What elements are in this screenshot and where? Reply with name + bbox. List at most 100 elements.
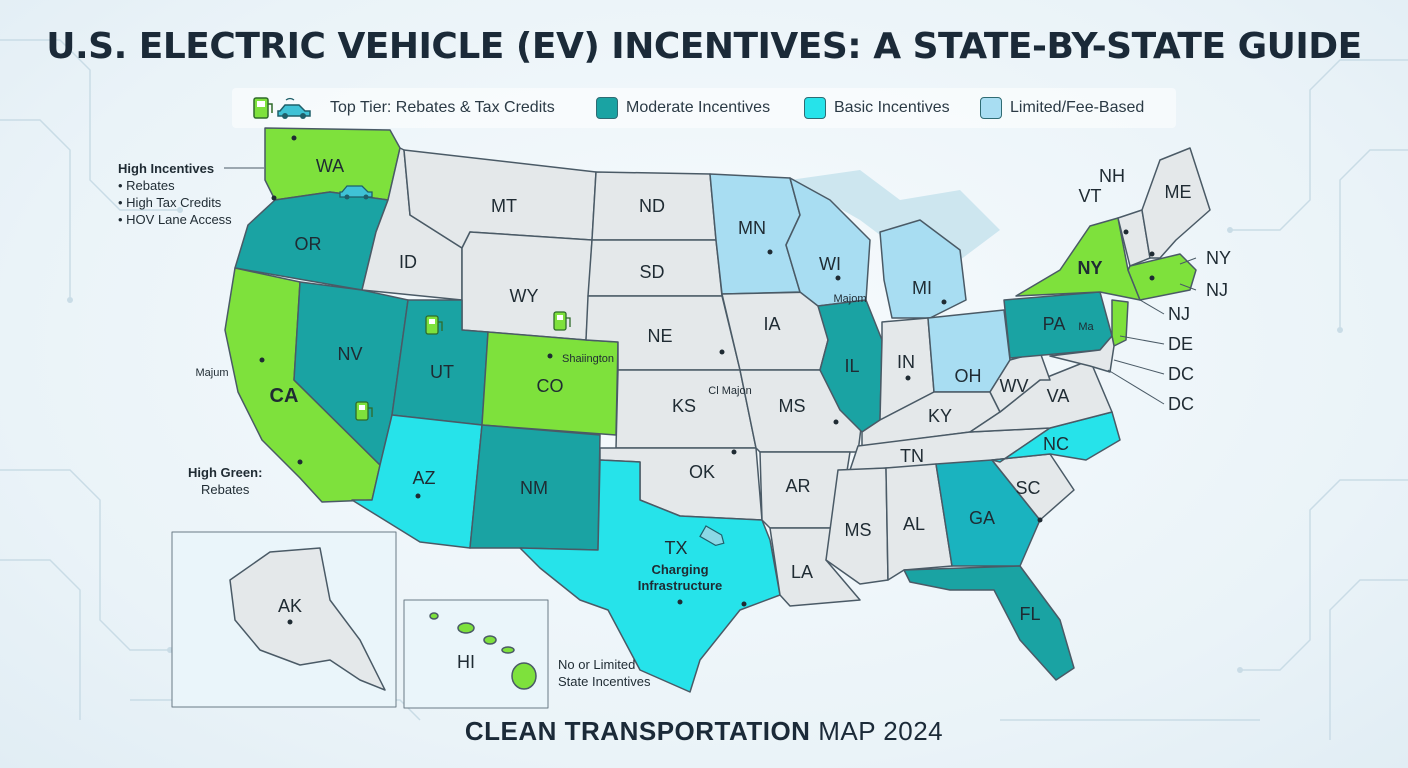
label-nh: NH (1099, 166, 1125, 186)
state-al[interactable] (885, 463, 953, 581)
note-high-green: High Green: Rebates (188, 464, 262, 498)
label-ak: AK (278, 596, 302, 616)
legend-item-moderate: Moderate Incentives (596, 97, 770, 119)
legend-item-limited: Limited/Fee-Based (980, 97, 1144, 119)
label-va: VA (1047, 386, 1070, 406)
annotation-ca-city: Majum (195, 367, 228, 379)
state-hi[interactable] (429, 612, 537, 690)
note-green-title: High Green: (188, 465, 263, 480)
state-wv[interactable] (989, 351, 1051, 413)
label-in: IN (897, 352, 915, 372)
label-ia: IA (763, 314, 780, 334)
annotation-tx-line2: Infrastructure (638, 578, 723, 593)
label-mi: MI (912, 278, 932, 298)
state-nj[interactable] (1111, 299, 1129, 347)
state-mi[interactable] (879, 219, 967, 319)
label-sd: SD (639, 262, 664, 282)
label-oh: OH (955, 366, 982, 386)
annotation-co-city: Shaiington (562, 353, 614, 365)
label-mo: MS (779, 396, 806, 416)
note-high-item: HOV Lane Access (126, 212, 232, 227)
state-ny[interactable] (1015, 217, 1141, 301)
note-high-title: High Incentives (118, 161, 215, 176)
annotation-wi-city: Majom (833, 293, 866, 305)
label-id: ID (399, 252, 417, 272)
label-nv: NV (337, 344, 362, 364)
car-icon (339, 185, 373, 200)
label-ga: GA (969, 508, 995, 528)
hawaii-inset (403, 599, 549, 709)
label-ok: OK (689, 462, 715, 482)
legend-item-top-tier: Top Tier: Rebates & Tax Credits (252, 97, 555, 119)
great-lakes (790, 170, 1000, 260)
charger-icon (425, 315, 443, 335)
label-il: IL (844, 356, 859, 376)
state-me[interactable] (1141, 147, 1211, 259)
state-ak[interactable] (229, 547, 386, 691)
legend-label-top-tier: Top Tier: Rebates & Tax Credits (330, 99, 555, 116)
label-wa: WA (316, 156, 344, 176)
annotation-pa-city: Ma (1078, 321, 1094, 333)
legend-label-moderate: Moderate Incentives (626, 99, 771, 116)
annotation-ks-city: Cl Majon (708, 385, 751, 397)
label-nm: NM (520, 478, 548, 498)
note-no-incentives: No or Limited State Incentives (558, 656, 651, 690)
note-none-line2: State Incentives (558, 674, 651, 689)
legend-swatch-moderate (596, 97, 618, 119)
legend-swatch-basic (804, 97, 826, 119)
label-nj-2: NJ (1168, 304, 1190, 324)
label-mn: MN (738, 218, 766, 238)
label-ut: UT (430, 362, 454, 382)
state-new-england[interactable] (1127, 253, 1197, 301)
label-nc: NC (1043, 434, 1069, 454)
label-wi: WI (819, 254, 841, 274)
label-sc: SC (1015, 478, 1040, 498)
charger-icon (553, 311, 571, 331)
note-high-incentives: High Incentives • Rebates • High Tax Cre… (118, 161, 232, 227)
note-high-item: Rebates (126, 178, 175, 193)
state-de-md[interactable] (1049, 335, 1115, 373)
page-title: U.S. ELECTRIC VEHICLE (EV) INCENTIVES: A… (46, 26, 1362, 67)
label-pa: PA (1043, 314, 1066, 334)
label-me: ME (1165, 182, 1192, 202)
note-none-line1: No or Limited (558, 657, 636, 672)
annotation-tx-line1: Charging (651, 562, 708, 577)
label-dc: DC (1168, 364, 1194, 384)
leader-lines (224, 167, 1197, 405)
label-wy: WY (510, 286, 539, 306)
footer-bold: CLEAN TRANSPORTATION (464, 716, 811, 746)
label-az: AZ (412, 468, 435, 488)
tag-icon (699, 525, 725, 547)
legend-bar (232, 88, 1176, 128)
label-ms: MS (845, 520, 872, 540)
label-ne: NE (647, 326, 672, 346)
label-tx: TX (664, 538, 687, 558)
label-nd: ND (639, 196, 665, 216)
state-tx[interactable] (519, 459, 781, 693)
state-ga[interactable] (935, 459, 1041, 567)
legend-item-basic: Basic Incentives (804, 97, 950, 119)
label-de: DE (1168, 334, 1193, 354)
ev-charger-and-car-icon (252, 95, 322, 121)
label-ks: KS (672, 396, 696, 416)
label-ky: KY (928, 406, 952, 426)
label-hi: HI (457, 652, 475, 672)
footer-rest: MAP 2024 (818, 716, 944, 746)
label-wv: WV (1000, 376, 1029, 396)
label-al: AL (903, 514, 925, 534)
label-ny-right: NY (1206, 248, 1231, 268)
label-mt: MT (491, 196, 517, 216)
note-green-sub: Rebates (200, 482, 250, 497)
label-nj-right: NJ (1206, 280, 1228, 300)
label-la: LA (791, 562, 813, 582)
label-ar: AR (785, 476, 810, 496)
legend-label-limited: Limited/Fee-Based (1010, 99, 1145, 116)
legend-label-basic: Basic Incentives (834, 99, 950, 116)
charger-icon (355, 401, 373, 421)
label-vt: VT (1078, 186, 1101, 206)
legend-swatch-limited (980, 97, 1002, 119)
state-ms[interactable] (825, 467, 889, 585)
state-fl[interactable] (903, 565, 1075, 681)
